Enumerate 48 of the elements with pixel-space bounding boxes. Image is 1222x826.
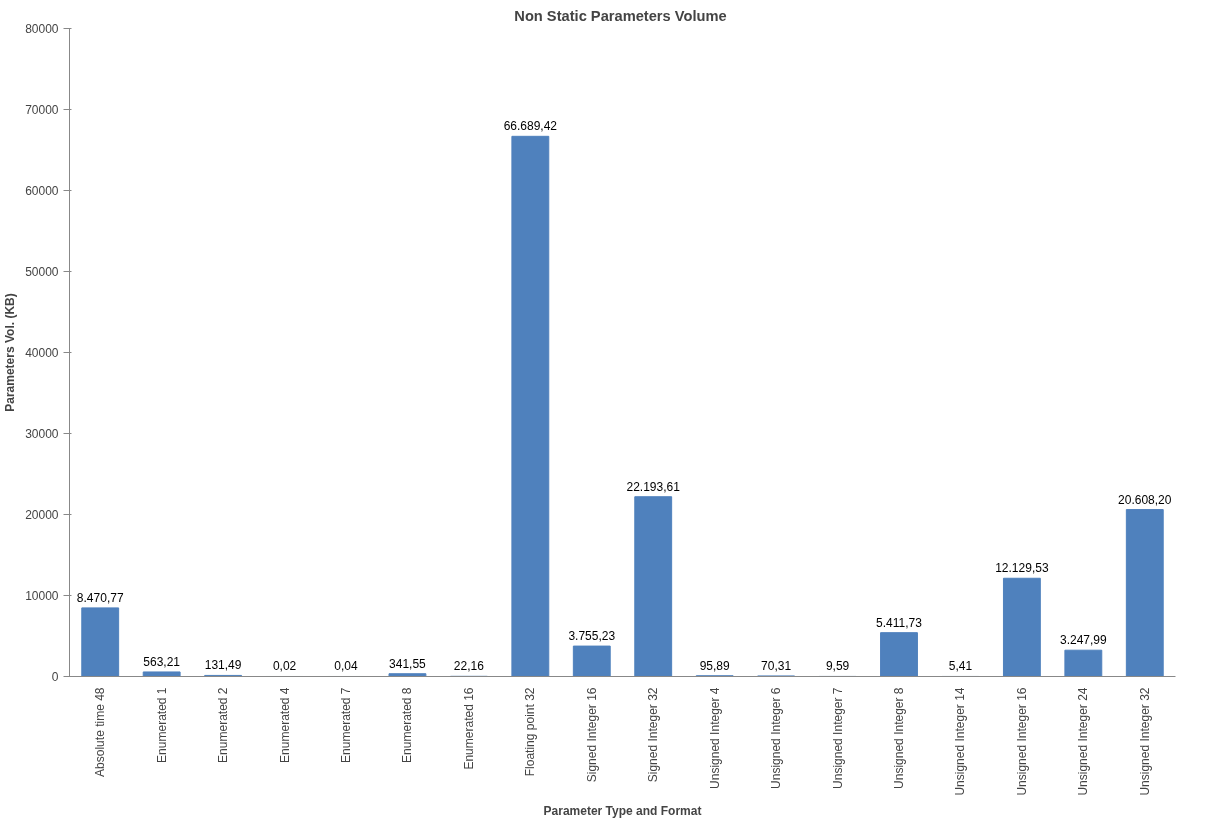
x-axis-title: Parameter Type and Format [543,803,702,818]
x-tick-label: Enumerated 1 [154,687,169,763]
x-tick-label: Unsigned Integer 14 [953,687,968,796]
data-label: 66.689,42 [503,119,558,134]
data-label: 22,16 [453,659,485,674]
data-label: 20.608,20 [1118,492,1172,507]
data-label: 341,55 [389,656,427,671]
y-tick-label: 70000 [25,103,59,117]
x-tick-label: Unsigned Integer 24 [1076,687,1091,796]
data-label: 70,31 [761,658,792,673]
x-tick-label: Enumerated 4 [277,687,292,763]
y-tick-label: 60000 [25,184,59,198]
x-tick-label: Enumerated 16 [461,687,476,770]
data-label: 3.247,99 [1059,633,1108,648]
x-tick-label: Unsigned Integer 4 [707,687,722,789]
y-tick-label: 10000 [25,589,59,603]
x-tick-label: Floating point 32 [523,687,538,777]
data-label: 5.411,73 [876,615,923,630]
y-tick-label: 20000 [25,508,59,522]
x-tick-label: Unsigned Integer 16 [1014,687,1029,796]
y-tick-label: 0 [51,670,59,684]
x-tick-label: Unsigned Integer 6 [769,687,784,789]
y-axis-title: Parameters Vol. (KB) [3,293,18,412]
x-tick-label: Enumerated 2 [216,687,231,763]
data-label: 12.129,53 [995,561,1049,576]
data-label: 0,04 [334,659,358,674]
y-tick-label: 50000 [25,265,59,279]
x-tick-label: Signed Integer 32 [646,687,661,783]
data-label: 3.755,23 [568,629,616,644]
x-tick-label: Signed Integer 16 [584,687,599,783]
data-label: 95,89 [699,658,731,673]
chart-title: Non Static Parameters Volume [514,7,727,24]
x-tick-label: Enumerated 8 [400,687,415,763]
data-label: 563,21 [143,654,181,669]
x-tick-label: Enumerated 7 [339,687,353,763]
x-tick-label: Unsigned Integer 7 [830,687,845,789]
x-tick-label: Unsigned Integer 8 [892,687,906,789]
data-label: 8.470,77 [76,590,124,605]
data-label: 5,41 [948,659,973,674]
y-tick-label: 30000 [25,427,59,441]
data-label: 131,49 [204,658,242,673]
data-label: 22.193,61 [626,479,681,494]
y-tick-label: 40000 [25,346,59,360]
data-label: 9,59 [825,659,850,674]
data-label: 0,02 [272,659,297,674]
x-tick-label: Unsigned Integer 32 [1137,687,1152,796]
x-tick-label: Absolute time 48 [93,687,108,777]
y-tick-label: 80000 [25,22,59,36]
